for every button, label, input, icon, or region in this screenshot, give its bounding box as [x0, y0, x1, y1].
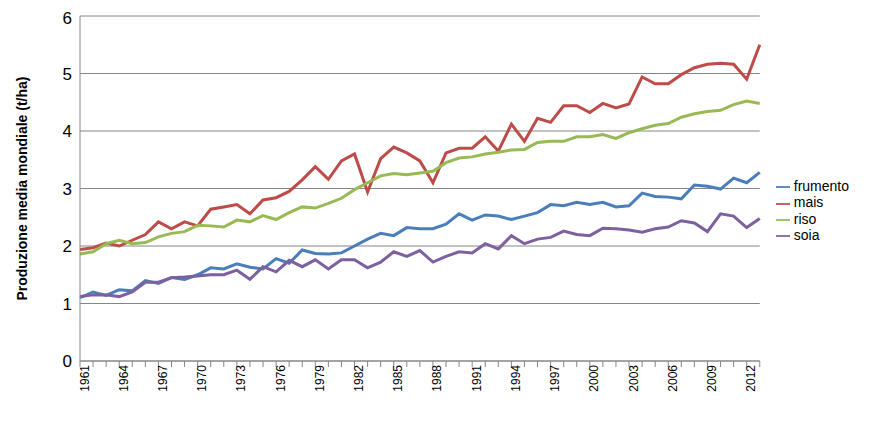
- svg-text:1985: 1985: [391, 365, 405, 392]
- svg-text:1979: 1979: [313, 365, 327, 392]
- svg-text:Produzione media mondiale (t/h: Produzione media mondiale (t/ha): [14, 76, 30, 300]
- svg-text:1970: 1970: [195, 365, 209, 392]
- svg-text:1973: 1973: [234, 365, 248, 392]
- svg-text:2009: 2009: [705, 365, 719, 392]
- svg-text:4: 4: [63, 122, 72, 141]
- svg-text:1961: 1961: [78, 365, 92, 392]
- svg-text:1982: 1982: [352, 365, 366, 392]
- svg-text:1991: 1991: [470, 365, 484, 392]
- svg-text:6: 6: [63, 9, 72, 28]
- svg-text:1976: 1976: [274, 365, 288, 392]
- html-text:riso: riso: [793, 210, 817, 227]
- svg-text:3: 3: [63, 180, 72, 199]
- svg-text:0: 0: [63, 352, 72, 371]
- svg-text:1: 1: [63, 295, 72, 314]
- svg-text:1967: 1967: [156, 365, 170, 392]
- svg-text:1997: 1997: [548, 365, 562, 392]
- svg-text:2012: 2012: [744, 365, 758, 392]
- svg-text:2: 2: [63, 237, 72, 256]
- html-text:mais: mais: [793, 194, 824, 211]
- svg-text:1988: 1988: [430, 365, 444, 392]
- svg-text:2000: 2000: [587, 365, 601, 392]
- svg-text:1964: 1964: [117, 365, 131, 392]
- html-text:soia: soia: [793, 226, 820, 243]
- svg-text:2003: 2003: [627, 365, 641, 392]
- svg-text:2006: 2006: [666, 365, 680, 392]
- html-text:frumento: frumento: [793, 177, 849, 194]
- svg-text:1994: 1994: [509, 365, 523, 392]
- svg-text:5: 5: [63, 65, 72, 84]
